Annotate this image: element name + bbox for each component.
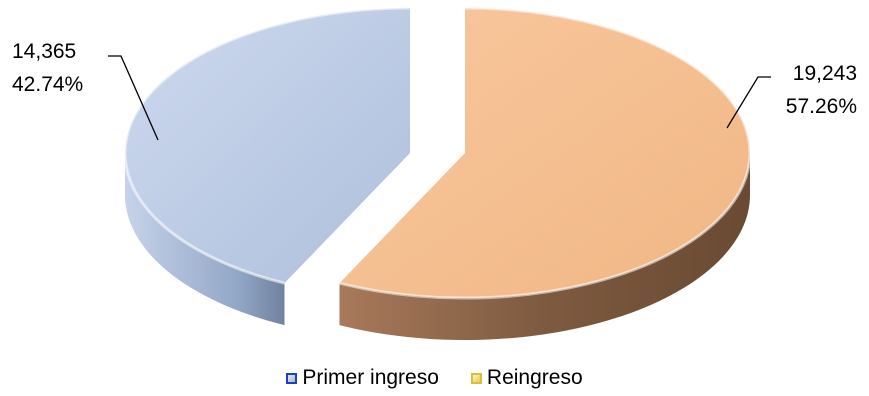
pie-slice-reingreso bbox=[339, 6, 752, 340]
pie-slice-primer-ingreso bbox=[123, 6, 411, 326]
pie-slice-rim bbox=[339, 6, 752, 300]
legend-label: Reingreso bbox=[486, 366, 583, 389]
legend-item-primer-ingreso: Primer ingreso bbox=[286, 366, 439, 390]
pie-slice-side-face bbox=[339, 153, 750, 340]
data-label-percent: 42.74% bbox=[12, 73, 83, 96]
legend-swatch-icon bbox=[286, 372, 298, 384]
pie-slice-side-face bbox=[125, 153, 285, 326]
legend-swatch-icon bbox=[470, 372, 482, 384]
legend: Primer ingreso Reingreso bbox=[0, 366, 869, 390]
leader-line bbox=[108, 55, 159, 141]
pie-slice-top-face bbox=[339, 8, 751, 298]
pie-slice-top-face bbox=[125, 8, 410, 284]
legend-label: Primer ingreso bbox=[302, 366, 439, 389]
data-label-percent: 57.26% bbox=[786, 95, 857, 118]
data-label-value: 14,365 bbox=[12, 40, 76, 63]
pie-slice-rim bbox=[123, 6, 411, 285]
legend-item-reingreso: Reingreso bbox=[470, 366, 583, 390]
leader-line bbox=[726, 76, 771, 129]
data-label-value: 19,243 bbox=[793, 62, 857, 85]
